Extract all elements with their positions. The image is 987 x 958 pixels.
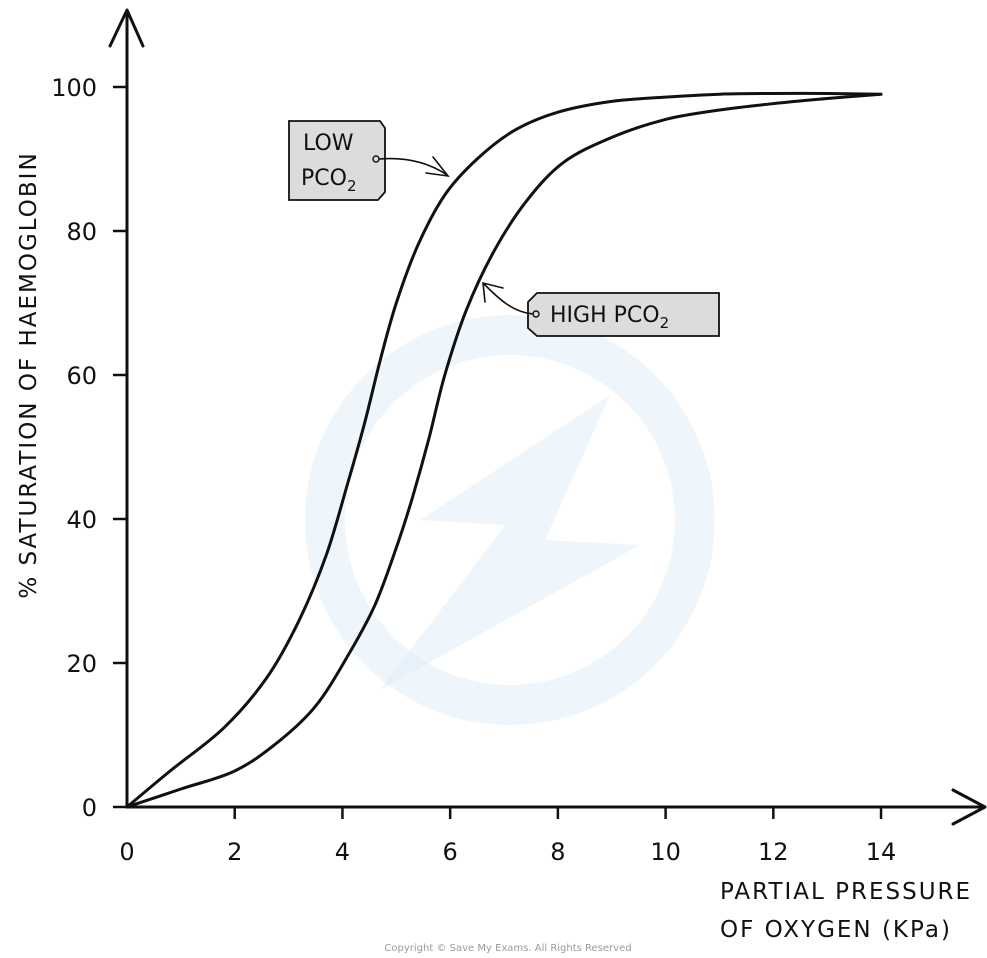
x-axis-title-line1: PARTIAL PRESSURE xyxy=(720,879,972,905)
pointer-arrow-low xyxy=(378,157,448,176)
y-tick-label: 40 xyxy=(66,506,97,534)
y-tick-label: 100 xyxy=(51,74,97,102)
x-tick-label: 10 xyxy=(650,838,681,866)
tag-low-line2: PCO2 xyxy=(301,166,357,195)
x-axis-arrowhead xyxy=(951,788,987,826)
x-axis-ticks: 0 2 4 6 8 10 12 14 xyxy=(119,807,896,866)
x-tick-label: 14 xyxy=(866,838,897,866)
x-tick-label: 6 xyxy=(443,838,458,866)
series-line-low-pco2 xyxy=(125,91,883,809)
y-tick-label: 80 xyxy=(66,218,97,246)
y-tick-label: 60 xyxy=(66,362,97,390)
watermark-logo xyxy=(305,315,715,725)
y-axis-title: % SATURATION OF HAEMOGLOBIN xyxy=(16,151,42,598)
y-axis-ticks: 0 20 40 60 80 100 xyxy=(51,74,127,822)
copyright-notice: Copyright © Save My Exams. All Rights Re… xyxy=(384,943,631,954)
x-tick-label: 8 xyxy=(550,838,565,866)
y-tick-label: 20 xyxy=(66,650,97,678)
x-tick-label: 12 xyxy=(758,838,789,866)
legend-tag-low-pco2: LOW PCO2 xyxy=(288,120,450,201)
y-tick-label: 0 xyxy=(82,794,97,822)
x-axis-title-line2: OF OXYGEN (KPa) xyxy=(720,917,952,943)
y-axis-arrowhead xyxy=(108,8,145,48)
tag-low-line1: LOW xyxy=(303,131,354,156)
series-line-high-pco2 xyxy=(125,92,883,809)
x-tick-label: 0 xyxy=(119,838,134,866)
pointer-arrow-high xyxy=(483,283,534,315)
x-tick-label: 4 xyxy=(335,838,350,866)
x-tick-label: 2 xyxy=(227,838,242,866)
legend-tag-high-pco2: HIGH PCO2 xyxy=(482,281,720,337)
tag-high-label: HIGH PCO2 xyxy=(550,303,669,332)
